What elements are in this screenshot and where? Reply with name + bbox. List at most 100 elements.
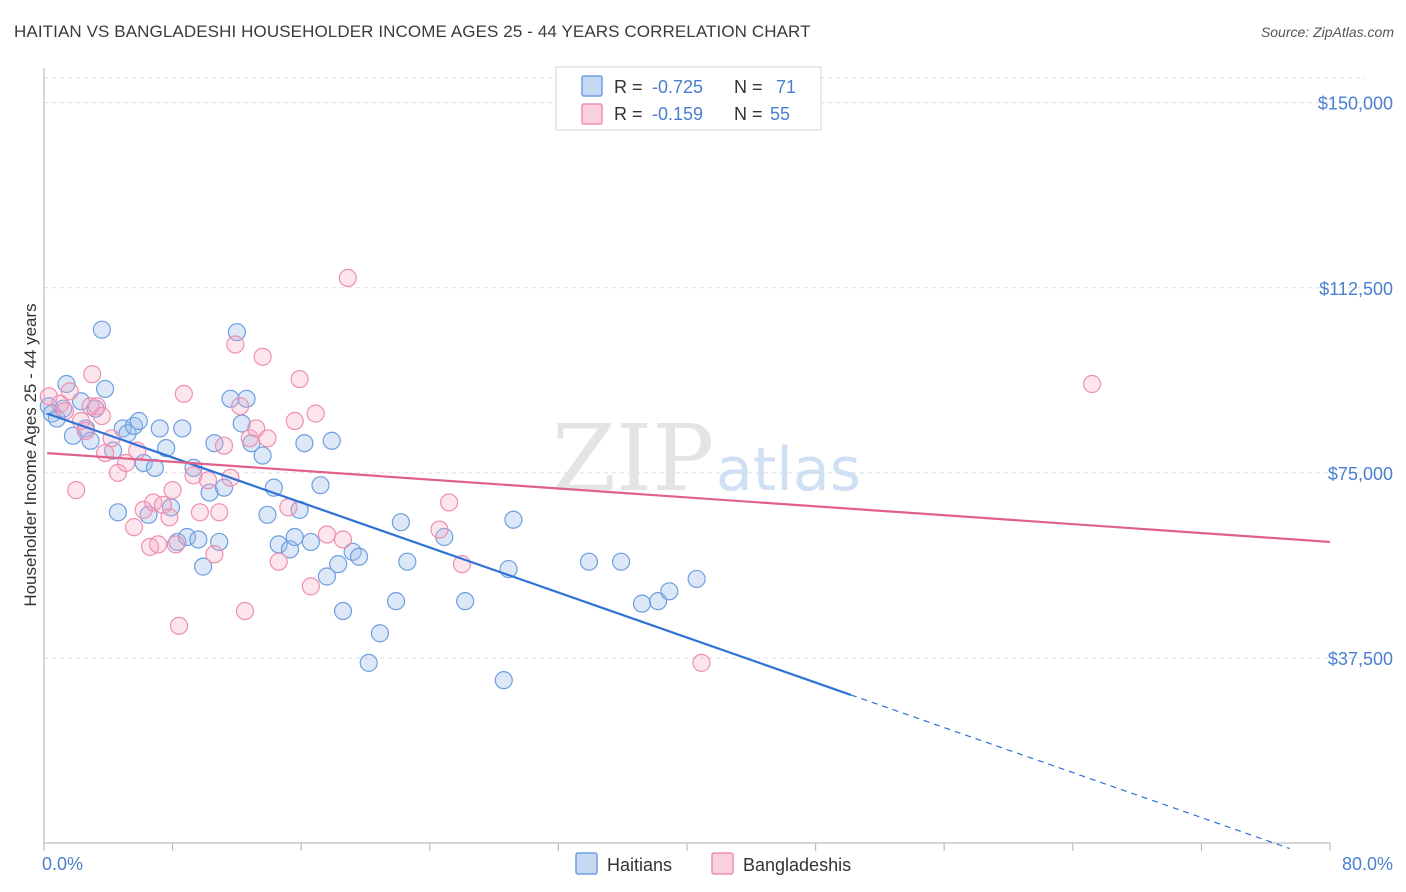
bangladeshis-point [92,406,111,426]
bangladeshis-point [269,552,288,571]
legend-label-bangladeshis: Bangladeshis [743,855,851,875]
stats-r-value-2: -0.159 [652,104,703,124]
haitians-point [214,478,234,497]
data-points [39,268,1102,690]
stats-r-label-2: R = [614,104,643,124]
bangladeshis-point [166,535,185,554]
bangladeshis-point [163,481,182,500]
y-axis-label: Householder Income Ages 25 - 44 years [21,303,40,606]
stats-r-label-1: R = [614,77,643,97]
stats-n-value-1: 71 [776,77,796,97]
bangladeshis-point [149,535,168,554]
bangladeshis-point [134,500,153,519]
haitians-point [92,320,111,339]
haitians-point [253,446,272,465]
stats-n-value-2: 55 [770,104,790,124]
legend-swatch-bangladeshis [711,852,734,875]
axes [43,68,1331,851]
chart-title: HAITIAN VS BANGLADESHI HOUSEHOLDER INCOM… [14,22,811,41]
bangladeshis-point [231,397,250,416]
haitians-point [150,419,169,438]
bangladeshis-point [198,471,218,490]
bangladeshis-point [184,466,203,485]
bangladeshis-point [210,503,229,522]
haitians-point [611,552,631,571]
haitians-point [237,389,256,408]
bangladeshis-point [39,387,58,406]
haitians-trend-line [46,412,852,696]
legend-label-haitians: Haitians [607,855,672,875]
watermark-atlas: atlas [716,435,861,505]
haitians-point [322,431,341,450]
bangladeshis-point [240,429,259,448]
bangladeshis-point [306,404,325,423]
haitians-point [349,547,369,566]
bangladeshis-point [205,545,224,564]
bangladeshis-point [160,508,179,527]
legend-swatch-haitians [575,852,598,875]
haitians-point [579,552,599,571]
bangladeshis-point [253,347,272,366]
haitians-point [494,671,513,690]
y-tick-label: $150,000 [1318,94,1393,114]
bangladeshis-point [333,530,353,549]
watermark-zip: ZIP [552,405,714,512]
series-legend: Haitians Bangladeshis [575,852,851,875]
stats-r-value-1: -0.725 [652,77,703,97]
haitians-point [177,527,197,547]
bangladeshis-point [258,429,277,448]
haitians-point [687,569,706,589]
bangladeshis-point [190,503,210,522]
haitians-point [129,411,148,431]
haitians-point [221,389,240,408]
grid-lines [44,77,1366,659]
stats-swatch-bangladeshis [581,103,603,125]
haitians-point [329,555,348,574]
haitians-point [456,592,475,611]
y-tick-label: $37,500 [1328,649,1393,669]
bangladeshis-point [285,411,304,431]
haitians-point [311,476,330,495]
bangladeshis-point [226,335,245,354]
haitians-point [370,624,390,643]
haitians-trend-extension [850,694,1291,850]
bangladeshis-point [279,498,298,517]
haitians-point [189,530,208,549]
bangladeshis-point [430,520,449,539]
x-tick-labels: 0.0% 80.0% [42,854,1393,874]
haitians-point [386,592,406,611]
trend-lines [46,412,1331,850]
bangladeshis-point [87,397,107,416]
haitians-point [95,379,115,399]
haitians-point [398,552,417,571]
bangladeshis-point [317,525,337,544]
haitians-point [173,419,192,438]
haitians-point [359,653,378,672]
bangladeshis-point [67,481,86,500]
bangladeshis-point [71,411,91,431]
haitians-point [194,557,213,576]
bangladeshis-point [338,268,357,287]
x-tick-label: 0.0% [42,854,83,874]
x-tick-label: 80.0% [1342,854,1393,874]
haitians-point [632,594,652,613]
bangladeshis-point [439,493,459,512]
bangladeshis-point [60,382,79,401]
haitians-point [317,567,337,586]
stats-swatch-haitians [581,75,603,97]
haitians-point [145,458,165,478]
bangladeshis-point [83,365,102,384]
stats-n-label-1: N = [734,77,763,97]
bangladeshis-point [214,436,234,455]
haitians-point [301,532,320,552]
bangladeshis-point [301,577,320,596]
bangladeshis-point [692,653,711,672]
y-tick-label: $112,500 [1319,279,1393,299]
haitians-point [391,513,410,532]
haitians-point [504,510,523,529]
haitians-point [81,431,100,450]
haitians-point [157,439,176,458]
haitians-point [660,582,679,601]
bangladeshis-point [169,616,189,635]
